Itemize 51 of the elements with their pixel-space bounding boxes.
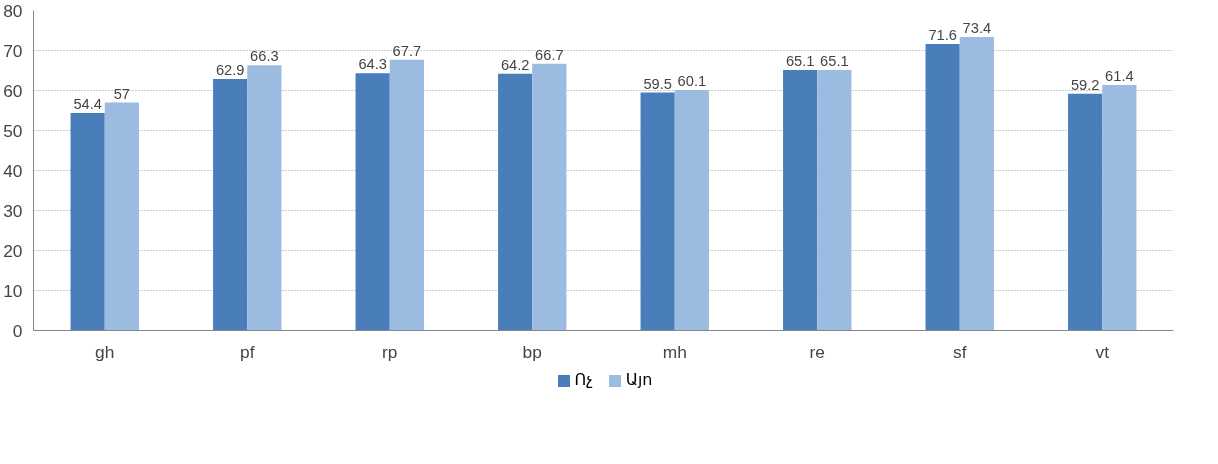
bar [674,90,709,331]
data-label: 64.2 [500,56,530,73]
y-tick-label: 40 [3,160,23,181]
data-label: 59.2 [1070,76,1100,93]
data-label: 64.3 [358,56,387,73]
data-label: 65.1 [820,53,849,70]
data-label: 60.1 [677,73,707,90]
y-tick-label: 30 [3,200,23,221]
y-tick-label: 10 [3,280,23,301]
x-tick-label: bp [522,341,542,362]
data-label: 67.7 [392,42,422,59]
bar [817,70,852,331]
data-label: 71.6 [928,27,957,44]
x-tick-label: sf [953,341,967,362]
bar [959,36,994,331]
bar [640,92,675,331]
legend-label: Այո [625,370,653,390]
bar [389,59,424,331]
y-tick-label: 20 [3,240,23,261]
x-tick-label: re [809,341,825,362]
x-tick-label: gh [95,341,115,362]
data-label: 65.1 [785,53,815,70]
bar [213,78,248,331]
y-tick-label: 70 [3,40,23,61]
data-label: 57 [113,85,131,102]
bar [70,112,105,331]
bar [532,63,567,331]
data-label: 61.4 [1105,67,1134,84]
data-label: 73.4 [962,19,992,36]
x-tick-label: mh [662,341,687,362]
x-tick-label: vt [1095,341,1110,362]
y-tick-label: 50 [3,120,23,141]
bar [925,44,960,331]
data-label: 66.3 [250,48,279,65]
bar [1068,93,1103,331]
x-tick-label: rp [382,341,398,362]
data-label: 54.4 [73,95,102,112]
data-label: 62.9 [215,61,245,78]
data-label: 66.7 [535,46,564,63]
legend-label: Ոչ [574,370,593,390]
y-tick-label: 80 [3,0,23,21]
bar [498,73,533,331]
x-tick-label: pf [240,341,255,362]
bar [783,70,818,331]
y-tick-label: 60 [3,80,23,101]
bar [1102,84,1137,331]
data-label: 59.5 [643,75,672,92]
bar [104,102,139,331]
y-tick-label: 0 [12,320,23,341]
bar [247,65,282,331]
bar [355,73,390,331]
